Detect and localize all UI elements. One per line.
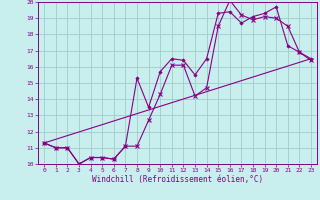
X-axis label: Windchill (Refroidissement éolien,°C): Windchill (Refroidissement éolien,°C): [92, 175, 263, 184]
